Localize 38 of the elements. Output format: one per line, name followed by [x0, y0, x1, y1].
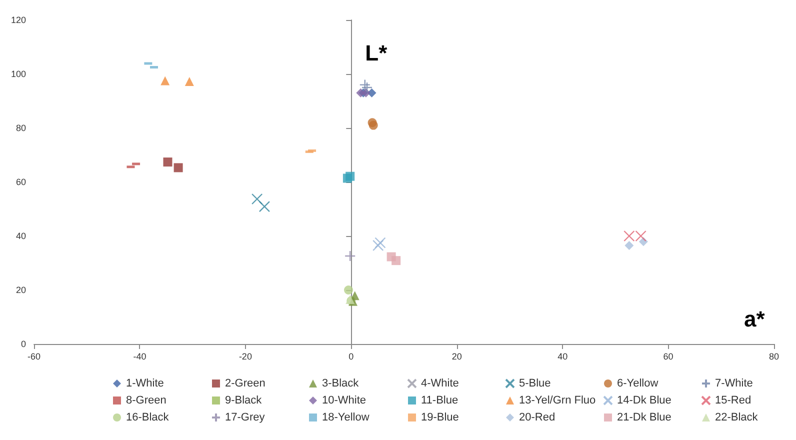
- legend-label: 20-Red: [519, 412, 556, 424]
- y-tick-label: 20: [16, 285, 26, 295]
- legend-label: 18-Yellow: [322, 412, 370, 424]
- legend-label: 21-Dk Blue: [617, 412, 672, 424]
- legend-label: 7-White: [715, 378, 753, 390]
- legend-label: 19-Blue: [421, 412, 459, 424]
- y-tick-label: 80: [16, 123, 26, 133]
- x-tick-label: -40: [133, 352, 146, 362]
- y-tick-label: 60: [16, 177, 26, 187]
- x-tick-label: 80: [768, 352, 780, 362]
- y-tick-label: 0: [21, 339, 26, 349]
- x-tick-label: -60: [28, 352, 41, 362]
- x-tick-label: 0: [348, 352, 354, 362]
- y-tick-label: 100: [10, 69, 26, 79]
- x-tick-label: 40: [558, 352, 568, 362]
- legend-label: 11-Blue: [421, 394, 458, 406]
- legend-label: 5-Blue: [519, 378, 551, 390]
- legend-label: 9-Black: [225, 394, 262, 406]
- legend-label: 15-Red: [715, 394, 752, 406]
- y-axis-title: L*: [365, 40, 388, 66]
- legend-label: 3-Black: [322, 378, 360, 390]
- legend-label: 14-Dk Blue: [617, 394, 672, 406]
- y-tick-label: 120: [10, 15, 26, 25]
- legend-label: 1-White: [126, 378, 164, 390]
- legend-label: 10-White: [322, 394, 366, 406]
- x-tick-label: -20: [238, 352, 252, 362]
- y-tick-label: 40: [16, 231, 26, 241]
- legend-label: 16-Black: [126, 412, 170, 424]
- legend-label: 4-White: [421, 378, 459, 390]
- x-tick-label: 60: [663, 352, 674, 362]
- legend-label: 22-Black: [715, 412, 758, 424]
- legend-label: 17-Grey: [225, 412, 266, 424]
- legend-label: 2-Green: [225, 378, 266, 390]
- legend-label: 13-Yel/Grn Fluo: [519, 394, 596, 406]
- x-axis-title: a*: [744, 306, 766, 332]
- legend-label: 8-Green: [126, 394, 166, 406]
- x-tick-label: 20: [452, 352, 462, 362]
- legend-label: 6-Yellow: [617, 378, 658, 390]
